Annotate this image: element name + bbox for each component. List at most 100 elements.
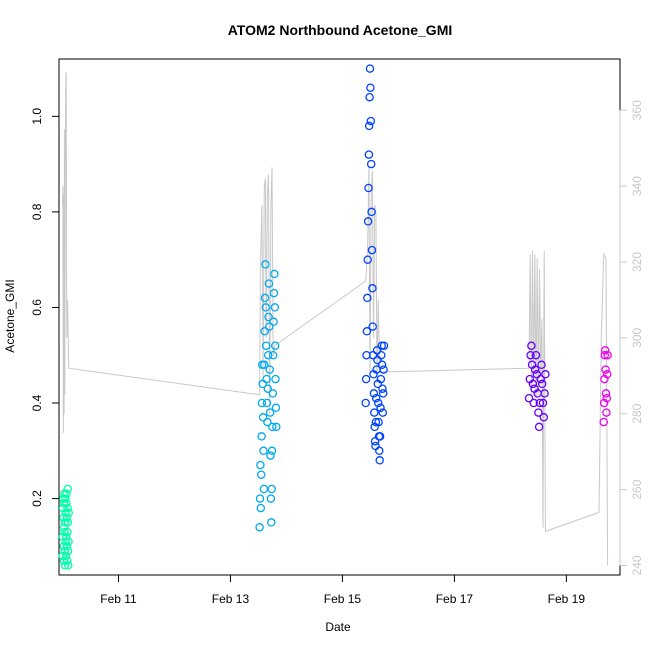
data-point: [64, 561, 73, 570]
y-tick-label: 0.2: [30, 490, 44, 507]
data-point: [370, 422, 379, 432]
y2-tick-label: 260: [630, 479, 644, 499]
data-point: [60, 561, 70, 570]
data-point: [64, 508, 73, 518]
data-point: [528, 379, 538, 389]
data-point: [602, 393, 612, 403]
data-point: [530, 365, 540, 374]
data-point: [63, 546, 73, 556]
data-point: [61, 532, 71, 542]
data-point: [265, 408, 275, 417]
y-axis-label: Acetone_GMI: [3, 279, 17, 352]
data-point: [63, 484, 72, 494]
data-point: [268, 350, 278, 360]
series-1: [58, 484, 73, 570]
data-point: [377, 360, 387, 370]
data-point: [526, 350, 535, 360]
data-point: [373, 398, 383, 408]
data-point: [261, 341, 271, 350]
data-point: [536, 374, 545, 384]
data-point: [377, 341, 386, 350]
data-point: [261, 303, 271, 312]
data-point: [271, 374, 280, 384]
data-point: [270, 269, 279, 279]
data-point: [527, 341, 536, 350]
data-point: [366, 116, 376, 126]
data-point: [534, 422, 544, 432]
data-point: [270, 341, 280, 350]
y2-tick-label: 320: [630, 252, 644, 272]
series-2: [255, 260, 281, 532]
data-point: [534, 408, 543, 417]
data-point: [371, 417, 381, 427]
data-point: [61, 494, 70, 503]
data-point: [257, 432, 266, 441]
secondary-line-layer: [62, 72, 609, 566]
series-5: [599, 346, 612, 427]
secondary-line: [62, 72, 609, 566]
y2-tick-label: 240: [630, 555, 644, 575]
data-point: [524, 393, 534, 403]
data-point: [263, 350, 273, 360]
data-point: [367, 207, 376, 217]
data-point: [540, 389, 549, 398]
data-point: [63, 503, 72, 513]
data-point: [602, 370, 612, 379]
data-point: [599, 398, 609, 408]
data-point: [59, 513, 68, 522]
data-point: [269, 317, 278, 327]
data-point: [58, 551, 67, 561]
y-tick-label: 0.8: [30, 203, 44, 220]
data-point: [599, 417, 608, 427]
data-point: [256, 503, 266, 513]
data-point: [365, 92, 374, 102]
data-point: [379, 365, 388, 374]
data-point: [371, 393, 381, 403]
data-point: [602, 408, 611, 417]
y-tick-label: 0.6: [30, 299, 44, 316]
data-point: [531, 350, 541, 360]
data-point: [257, 398, 267, 408]
data-point: [59, 556, 69, 565]
y-tick-label: 1.0: [30, 108, 44, 125]
data-point: [261, 260, 270, 269]
data-point: [361, 374, 371, 384]
series-3: [361, 64, 389, 465]
data-point: [264, 279, 274, 288]
data-point: [537, 379, 547, 389]
data-point: [61, 537, 71, 546]
data-point: [532, 370, 542, 379]
data-point: [378, 384, 387, 393]
data-point: [256, 460, 265, 470]
data-point: [369, 389, 379, 398]
data-point: [60, 546, 70, 556]
x-tick-label: Feb 15: [324, 592, 362, 606]
y2-tick-label: 300: [630, 328, 644, 348]
data-point: [374, 417, 383, 427]
data-point: [601, 365, 610, 374]
data-point: [260, 360, 269, 370]
x-tick-label: Feb 17: [436, 592, 474, 606]
data-point: [367, 245, 377, 255]
data-point: [62, 499, 71, 508]
series-4: [524, 341, 550, 432]
data-point: [361, 398, 370, 408]
y-tick-label: 0.4: [30, 394, 44, 411]
data-point: [364, 183, 373, 193]
x-tick-label: Feb 11: [100, 592, 137, 606]
points-layer: [58, 64, 612, 570]
chart-title: ATOM2 Northbound Acetone_GMI: [228, 22, 453, 38]
data-point: [255, 494, 265, 503]
data-point: [270, 303, 280, 312]
data-point: [376, 403, 385, 413]
data-point: [60, 518, 70, 527]
data-point: [62, 489, 71, 499]
data-point: [538, 398, 548, 408]
data-point: [603, 350, 612, 360]
data-point: [541, 370, 550, 379]
data-point: [535, 398, 545, 408]
data-point: [265, 322, 274, 331]
data-point: [61, 551, 71, 561]
data-point: [378, 408, 388, 417]
data-point: [539, 413, 549, 422]
